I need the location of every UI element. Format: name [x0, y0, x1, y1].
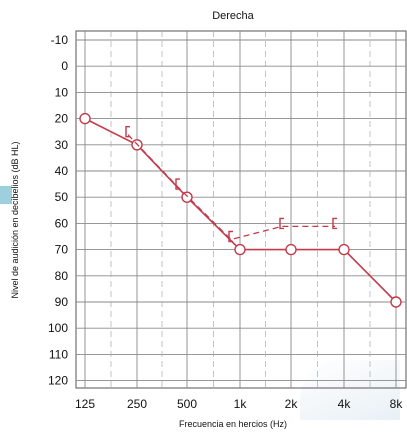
x-tick-labels: 125 250 500 1k 2k 4k 8k [75, 397, 403, 411]
y-tick-label: 100 [48, 321, 68, 335]
x-tick-label: 1k [234, 397, 248, 411]
y-tick-label: 80 [55, 269, 69, 283]
edge-tab-mark [0, 186, 12, 204]
x-tick-label: 125 [75, 397, 95, 411]
y-tick-labels: -10 0 10 20 30 40 50 60 70 80 90 100 110 120 [48, 33, 68, 388]
bone-conduction-point [332, 217, 337, 230]
y-tick-label: -10 [51, 33, 69, 47]
plot-frame [75, 30, 407, 389]
air-conduction-point [285, 243, 297, 256]
x-tick-label: 500 [177, 397, 197, 411]
y-tick-label: 0 [61, 59, 68, 73]
y-tick-label: 50 [55, 190, 69, 204]
air-conduction-point [390, 296, 402, 308]
paper-shadow [300, 360, 400, 420]
bone-conduction-point [125, 126, 130, 138]
x-tick-label: 8k [390, 397, 404, 411]
series [79, 112, 402, 308]
air-conduction-point [338, 243, 350, 256]
x-tick-label: 4k [338, 397, 352, 411]
y-tick-label: 90 [55, 295, 69, 309]
y-tick-label: 120 [48, 374, 68, 388]
x-tick-label: 250 [127, 397, 147, 411]
x-tick-label: 2k [285, 397, 299, 411]
chart-title: Derecha [212, 10, 254, 22]
grid [75, 30, 407, 389]
y-tick-label: 30 [55, 138, 69, 152]
y-tick-label: 10 [55, 85, 69, 99]
y-tick-label: 70 [55, 243, 69, 257]
air-conduction-point [181, 191, 193, 203]
y-tick-label: 60 [55, 216, 69, 230]
air-conduction-point [79, 112, 91, 125]
y-tick-label: 110 [49, 347, 68, 361]
bone-conduction-point [175, 178, 180, 190]
y-axis-label: Nivel de audición en decibelios (dB HL) [10, 141, 20, 298]
x-axis-label: Frecuencia en hercios (Hz) [179, 419, 287, 429]
y-tick-label: 20 [55, 112, 69, 126]
bone-conduction-point [228, 230, 233, 243]
bone-conduction-point [279, 217, 284, 230]
air-conduction-point [234, 243, 246, 256]
y-tick-label: 40 [55, 164, 69, 178]
